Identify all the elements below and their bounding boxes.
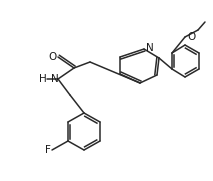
Text: F: F [45,145,51,155]
Text: N: N [51,74,59,84]
Text: H: H [39,74,47,84]
Text: N: N [146,43,154,53]
Text: O: O [49,52,57,62]
Text: O: O [187,32,195,42]
